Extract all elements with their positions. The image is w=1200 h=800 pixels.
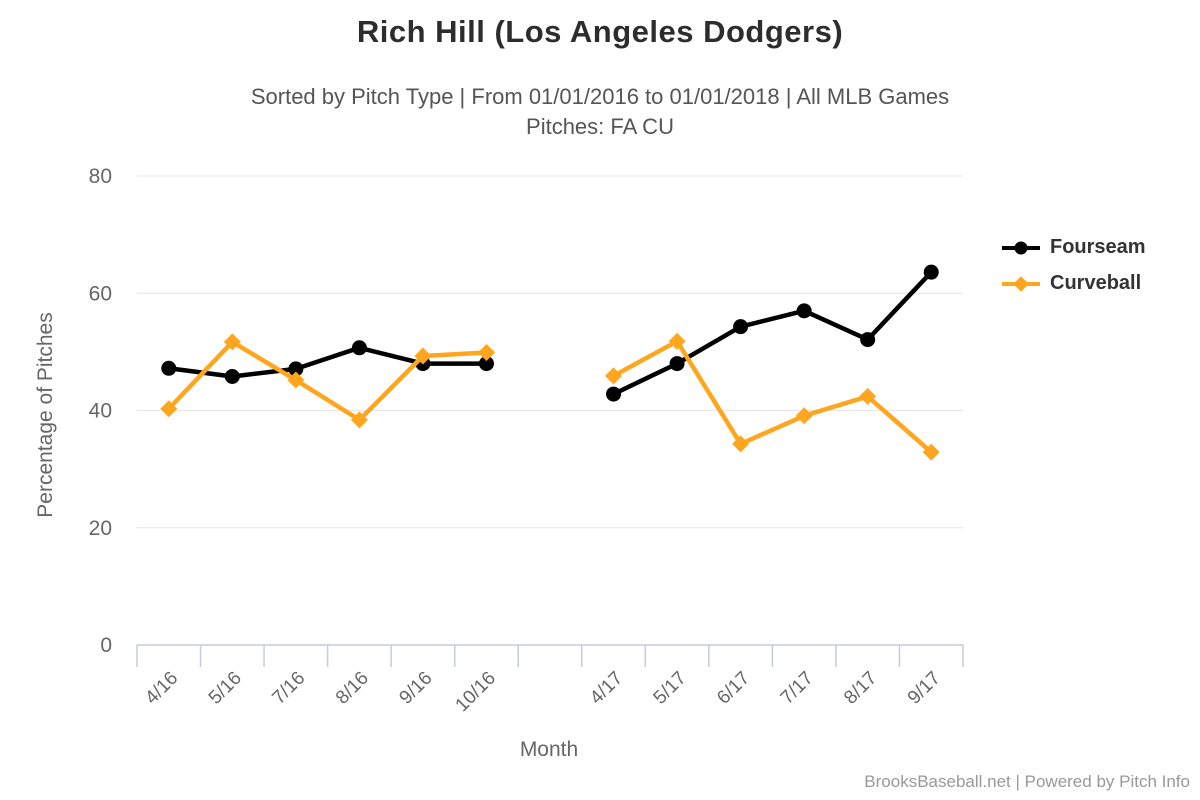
- legend-item-curveball[interactable]: Curveball: [1001, 272, 1146, 295]
- credit-line: BrooksBaseball.net | Powered by Pitch In…: [864, 772, 1190, 791]
- fourseam-line: [166, 345, 489, 379]
- x-axis-tick-label: 4/17: [586, 668, 627, 709]
- fourseam-data-point[interactable]: [796, 303, 812, 319]
- fourseam-data-point[interactable]: [161, 360, 177, 376]
- fourseam-data-point[interactable]: [733, 319, 749, 335]
- fourseam-data-point[interactable]: [669, 356, 685, 372]
- curveball-data-point[interactable]: [223, 333, 241, 351]
- y-axis-tick-label: 80: [89, 165, 112, 188]
- chart-subtitle: Sorted by Pitch Type | From 01/01/2016 t…: [0, 82, 1200, 142]
- x-axis-tick-label: 8/16: [332, 668, 373, 709]
- curveball-data-point[interactable]: [668, 332, 686, 350]
- x-axis-title: Month: [520, 738, 578, 761]
- curveball-data-point[interactable]: [160, 400, 178, 418]
- fourseam-data-point[interactable]: [288, 361, 304, 377]
- legend-item-fourseam[interactable]: Fourseam: [1001, 236, 1146, 259]
- fourseam-data-point[interactable]: [606, 386, 622, 402]
- x-axis-tick-label: 7/16: [268, 668, 309, 709]
- curveball-data-point[interactable]: [922, 443, 940, 461]
- curveball-data-point[interactable]: [414, 347, 432, 365]
- x-axis-tick-label: 6/17: [713, 668, 754, 709]
- legend-label-curveball: Curveball: [1050, 272, 1142, 294]
- chart-subtitle-line2: Pitches: FA CU: [526, 114, 674, 139]
- fourseam-line: [611, 269, 934, 397]
- x-axis-tick-label: 8/17: [840, 668, 881, 709]
- y-axis-tick-label: 20: [89, 517, 112, 540]
- curveball-data-point[interactable]: [732, 435, 750, 453]
- curveball-data-point[interactable]: [477, 343, 495, 361]
- curveball-data-point[interactable]: [605, 367, 623, 385]
- curveball-data-point[interactable]: [795, 407, 813, 425]
- fourseam-legend-marker-icon: [1002, 241, 1040, 254]
- curveball-data-point[interactable]: [859, 387, 877, 405]
- x-axis-tick-label: 5/17: [650, 668, 691, 709]
- legend-label-fourseam: Fourseam: [1050, 236, 1146, 258]
- x-axis-tick-label: 4/16: [141, 668, 182, 709]
- curveball-line: [611, 339, 934, 455]
- fourseam-data-point[interactable]: [923, 264, 939, 280]
- chart-title: Rich Hill (Los Angeles Dodgers): [356, 14, 844, 49]
- y-axis-tick-label: 40: [89, 400, 112, 423]
- fourseam-data-point[interactable]: [351, 340, 367, 356]
- legend: Fourseam Curveball: [1001, 236, 1146, 308]
- y-axis-title: Percentage of Pitches: [34, 312, 57, 517]
- x-axis-tick-label: 5/16: [205, 668, 246, 709]
- x-axis-tick-label: 7/17: [777, 668, 818, 709]
- fourseam-data-point[interactable]: [478, 356, 494, 372]
- fourseam-data-point[interactable]: [860, 332, 876, 348]
- curveball-legend-marker-icon: [1002, 275, 1040, 292]
- curveball-data-point[interactable]: [287, 371, 305, 389]
- y-axis-tick-label: 0: [100, 634, 112, 657]
- y-axis-tick-label: 60: [89, 282, 112, 305]
- chart-subtitle-line1: Sorted by Pitch Type | From 01/01/2016 t…: [250, 84, 950, 109]
- fourseam-data-point[interactable]: [224, 368, 240, 384]
- curveball-line: [166, 339, 489, 423]
- x-axis-tick-label: 9/17: [904, 668, 945, 709]
- x-axis-tick-label: 10/16: [452, 668, 500, 716]
- curveball-data-point[interactable]: [350, 411, 368, 429]
- x-axis-tick-label: 9/16: [395, 668, 436, 709]
